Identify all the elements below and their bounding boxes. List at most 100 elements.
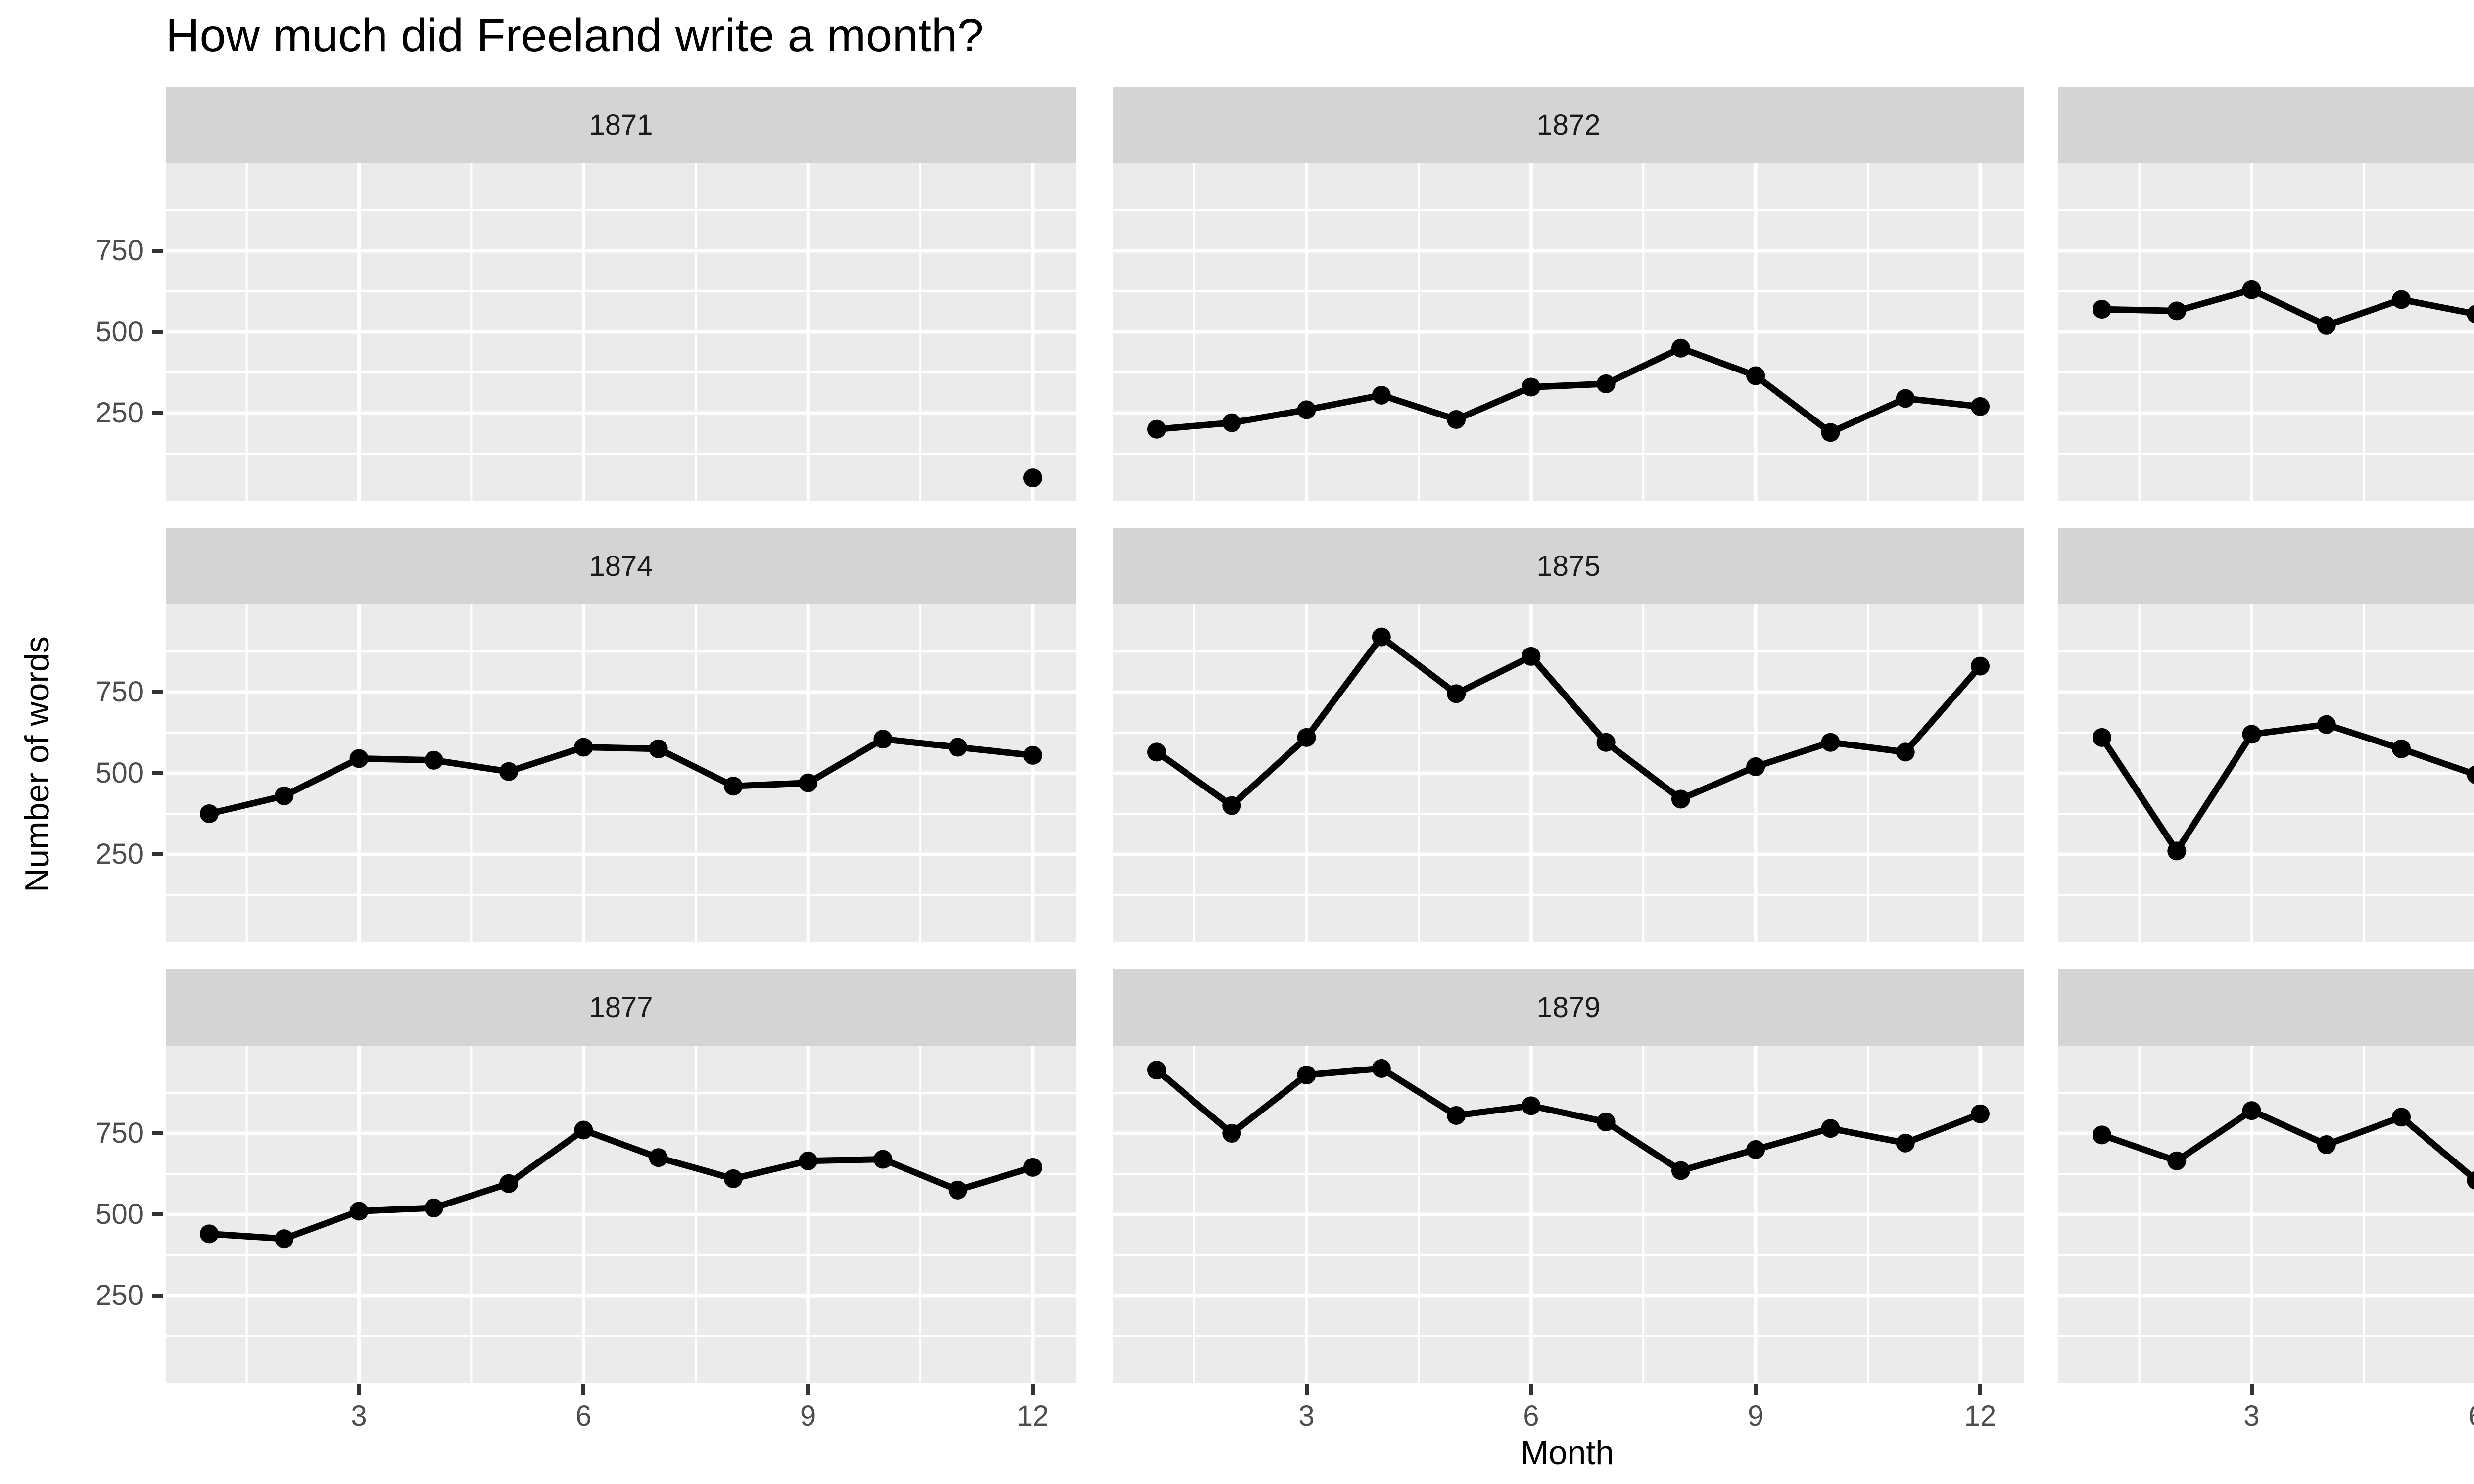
data-point-1875-m10 — [1821, 733, 1840, 752]
data-point-1874-m8 — [723, 777, 743, 796]
facet-panel-1875 — [1113, 604, 2024, 942]
data-point-1877-m3 — [349, 1202, 369, 1221]
facet-strip-1875: 1875 — [1113, 528, 2024, 604]
data-point-1874-m4 — [424, 750, 443, 770]
data-point-1879-m1 — [1147, 1061, 1166, 1080]
facet-strip-1871: 1871 — [166, 87, 1076, 163]
data-point-1877-m12 — [1023, 1158, 1042, 1177]
x-tick-mark — [1529, 1384, 1533, 1395]
data-point-1873-m2 — [2167, 301, 2187, 321]
data-line-1874 — [208, 736, 1033, 817]
data-point-1876-m1 — [2093, 728, 2111, 747]
y-tick-mark — [152, 1212, 163, 1216]
x-tick-mark — [357, 1384, 361, 1395]
data-line-1872 — [1156, 345, 1981, 436]
data-point-1872-m11 — [1896, 389, 1915, 408]
x-tick-label-6: 6 — [1523, 1400, 1539, 1432]
y-tick-mark — [152, 771, 163, 775]
x-tick-mark — [2249, 1384, 2254, 1395]
y-tick-mark — [152, 852, 163, 856]
data-point-1880-m4 — [2317, 1135, 2336, 1155]
data-point-1875-m7 — [1596, 733, 1616, 752]
facet-strip-1880: 1880 — [2058, 969, 2474, 1046]
data-point-1872-m10 — [1821, 423, 1840, 442]
data-point-1879-m7 — [1596, 1113, 1616, 1132]
data-point-1875-m5 — [1447, 684, 1466, 703]
y-tick-label-500: 500 — [95, 1198, 143, 1230]
x-tick-mark — [581, 1384, 586, 1395]
x-tick-label-12: 12 — [1964, 1400, 1997, 1432]
data-point-1872-m12 — [1971, 397, 1990, 416]
x-tick-label-3: 3 — [1298, 1400, 1315, 1432]
data-point-1874-m10 — [873, 730, 893, 749]
facet-panel-1880 — [2058, 1046, 2474, 1383]
x-tick-label-3: 3 — [2243, 1400, 2260, 1432]
facet-panel-1872 — [1113, 163, 2024, 501]
facet-strip-1876: 1876 — [2058, 528, 2474, 604]
y-tick-mark — [152, 249, 163, 253]
data-point-1879-m8 — [1671, 1161, 1690, 1180]
facet-strip-1872: 1872 — [1113, 87, 2024, 163]
data-point-1880-m6 — [2467, 1171, 2474, 1190]
data-point-1872-m1 — [1147, 419, 1166, 439]
data-point-1880-m3 — [2242, 1101, 2261, 1120]
data-point-1877-m7 — [649, 1148, 668, 1167]
data-point-1874-m3 — [349, 749, 369, 768]
data-point-1880-m5 — [2392, 1108, 2411, 1127]
data-point-1874-m2 — [275, 786, 294, 805]
data-point-1879-m12 — [1971, 1104, 1990, 1123]
x-tick-mark — [1978, 1384, 1982, 1395]
data-point-1875-m3 — [1297, 728, 1316, 747]
x-tick-label-6: 6 — [2441, 1402, 2474, 1431]
facet-panel-1873 — [2058, 163, 2474, 501]
data-point-1873-m6 — [2467, 305, 2474, 324]
data-point-1876-m2 — [2167, 841, 2187, 861]
data-line-1876 — [2099, 721, 2474, 854]
y-tick-label-750: 750 — [95, 676, 143, 708]
data-point-1875-m4 — [1372, 627, 1391, 647]
facet-panel-1871 — [166, 163, 1076, 501]
facet-panel-1877 — [166, 1046, 1076, 1383]
data-point-1877-m2 — [275, 1229, 294, 1249]
y-tick-mark — [152, 330, 163, 334]
data-point-1876-m4 — [2317, 715, 2336, 734]
data-line-1875 — [1155, 634, 1983, 809]
y-tick-label-750: 750 — [95, 1117, 143, 1150]
data-point-1874-m1 — [200, 804, 219, 823]
data-point-1875-m12 — [1971, 656, 1990, 676]
data-point-1872-m3 — [1297, 400, 1316, 419]
y-tick-label-250: 250 — [95, 396, 143, 429]
y-tick-label-250: 250 — [95, 1279, 143, 1311]
data-point-1874-m5 — [499, 762, 519, 781]
data-point-1879-m4 — [1372, 1059, 1391, 1078]
facet-panel-1879 — [1113, 1046, 2024, 1383]
y-tick-label-500: 500 — [95, 757, 143, 789]
data-point-1875-m8 — [1671, 789, 1690, 809]
data-point-1872-m5 — [1447, 410, 1466, 429]
facet-strip-1874: 1874 — [166, 528, 1076, 604]
data-point-1873-m5 — [2392, 290, 2411, 309]
data-point-1872-m4 — [1372, 385, 1391, 405]
x-tick-mark — [1754, 1384, 1758, 1395]
data-point-1871-m12 — [1023, 468, 1042, 488]
data-line-1879 — [1154, 1065, 1982, 1174]
facet-strip-1877: 1877 — [166, 969, 1076, 1046]
data-point-1875-m1 — [1147, 742, 1166, 762]
data-point-1877-m10 — [873, 1150, 893, 1169]
data-point-1873-m4 — [2317, 316, 2336, 335]
data-point-1879-m5 — [1447, 1106, 1466, 1125]
data-point-1873-m1 — [2093, 300, 2111, 319]
y-tick-label-750: 750 — [95, 234, 143, 267]
x-tick-label-6: 6 — [575, 1400, 592, 1432]
data-point-1877-m11 — [948, 1180, 967, 1200]
data-point-1874-m9 — [799, 773, 818, 792]
facet-strip-1873: 1873 — [2058, 87, 2474, 163]
data-point-1876-m5 — [2392, 739, 2411, 758]
data-point-1879-m10 — [1821, 1119, 1840, 1138]
data-line-1877 — [209, 1127, 1034, 1242]
x-tick-label-3: 3 — [351, 1400, 367, 1432]
data-point-1877-m4 — [424, 1198, 443, 1217]
data-point-1879-m3 — [1297, 1066, 1316, 1085]
data-point-1879-m6 — [1522, 1096, 1541, 1115]
